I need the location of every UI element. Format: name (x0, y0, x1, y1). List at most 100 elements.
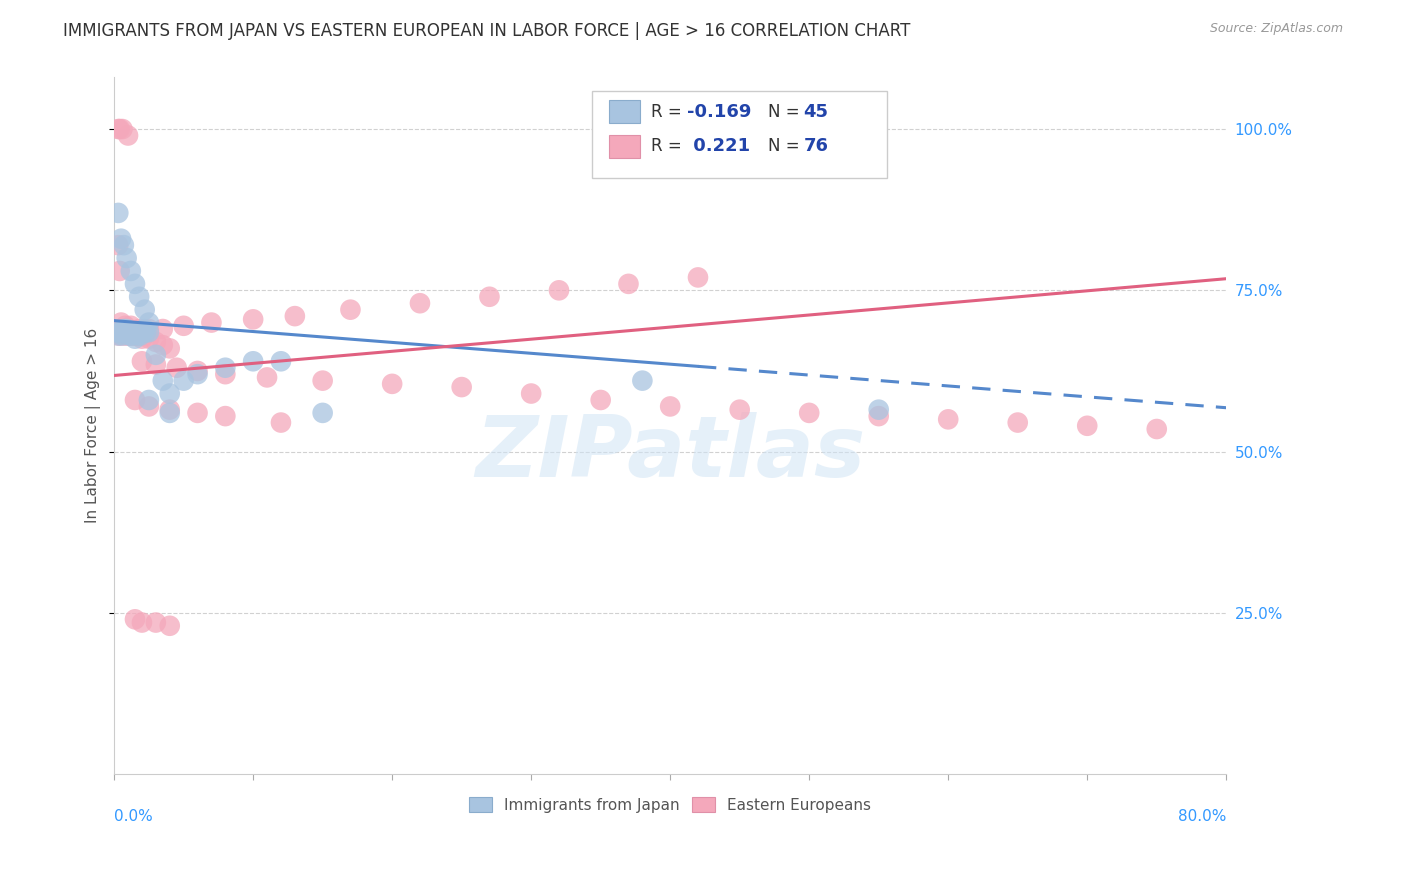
Point (108, 264, 131, 278)
Point (131, 615, 153, 630)
Text: 76: 76 (804, 137, 828, 155)
Point (159, 342, 181, 356)
Point (138, 322, 160, 336)
Text: 0.0%: 0.0% (114, 809, 153, 824)
Point (159, 386, 181, 401)
Point (145, 348, 167, 362)
Point (110, 328, 132, 343)
Point (114, 325, 136, 339)
Point (122, 328, 145, 343)
FancyBboxPatch shape (609, 101, 640, 123)
Point (120, 328, 142, 343)
Point (138, 332, 160, 346)
Point (868, 409, 890, 423)
Point (121, 325, 143, 339)
Point (108, 122, 131, 136)
Point (131, 332, 153, 346)
Point (214, 409, 236, 423)
Point (124, 392, 146, 407)
Point (159, 402, 181, 417)
Point (112, 238, 135, 252)
Point (107, 122, 129, 136)
Point (159, 406, 181, 420)
Point (728, 402, 751, 417)
Point (125, 328, 148, 343)
Point (121, 328, 143, 343)
Y-axis label: In Labor Force | Age > 16: In Labor Force | Age > 16 (86, 328, 101, 524)
Point (132, 325, 155, 339)
Point (200, 316, 222, 330)
Point (128, 328, 150, 343)
Point (659, 400, 682, 414)
Point (617, 277, 640, 291)
Point (105, 325, 128, 339)
Point (311, 374, 333, 388)
Point (214, 360, 236, 375)
Point (105, 325, 128, 339)
Point (166, 360, 188, 375)
Point (128, 325, 150, 339)
Point (108, 325, 131, 339)
Point (122, 325, 145, 339)
Point (186, 367, 208, 381)
Point (1007, 416, 1029, 430)
Point (1076, 418, 1098, 433)
Point (124, 277, 146, 291)
Point (124, 332, 146, 346)
Point (186, 364, 208, 378)
Point (1146, 422, 1168, 436)
Point (409, 296, 432, 310)
Point (129, 325, 152, 339)
Point (799, 406, 821, 420)
Point (134, 302, 156, 317)
Point (214, 367, 236, 381)
Point (107, 238, 129, 252)
Point (631, 374, 654, 388)
Point (111, 328, 134, 343)
Point (115, 325, 138, 339)
Point (173, 374, 195, 388)
Point (120, 318, 142, 333)
Point (134, 328, 156, 343)
Text: Source: ZipAtlas.com: Source: ZipAtlas.com (1209, 22, 1343, 36)
Point (145, 334, 167, 349)
FancyBboxPatch shape (609, 136, 640, 158)
Text: 80.0%: 80.0% (1178, 809, 1226, 824)
Point (112, 325, 135, 339)
Text: IMMIGRANTS FROM JAPAN VS EASTERN EUROPEAN IN LABOR FORCE | AGE > 16 CORRELATION : IMMIGRANTS FROM JAPAN VS EASTERN EUROPEA… (63, 22, 911, 40)
FancyBboxPatch shape (592, 91, 887, 178)
Point (520, 386, 543, 401)
Point (110, 325, 132, 339)
Text: 0.221: 0.221 (688, 137, 749, 155)
Text: 45: 45 (804, 103, 828, 120)
Point (478, 290, 501, 304)
Point (311, 406, 333, 420)
Point (129, 328, 152, 343)
Point (152, 374, 174, 388)
Point (111, 122, 134, 136)
Point (173, 318, 195, 333)
Point (381, 376, 404, 391)
Point (134, 322, 156, 336)
Point (118, 325, 141, 339)
Text: R =: R = (651, 103, 688, 120)
Point (270, 354, 292, 368)
Legend: Immigrants from Japan, Eastern Europeans: Immigrants from Japan, Eastern Europeans (463, 790, 877, 819)
Text: ZIPatlas: ZIPatlas (475, 412, 865, 495)
Point (284, 309, 307, 323)
Point (112, 322, 135, 336)
Point (256, 370, 278, 384)
Point (186, 406, 208, 420)
Point (152, 322, 174, 336)
Point (120, 325, 142, 339)
Point (108, 325, 131, 339)
Point (152, 338, 174, 352)
Point (120, 264, 142, 278)
Point (138, 325, 160, 339)
Point (117, 325, 139, 339)
Point (114, 318, 136, 333)
Text: -0.169: -0.169 (688, 103, 751, 120)
Point (111, 325, 134, 339)
Point (868, 402, 890, 417)
Point (125, 325, 148, 339)
